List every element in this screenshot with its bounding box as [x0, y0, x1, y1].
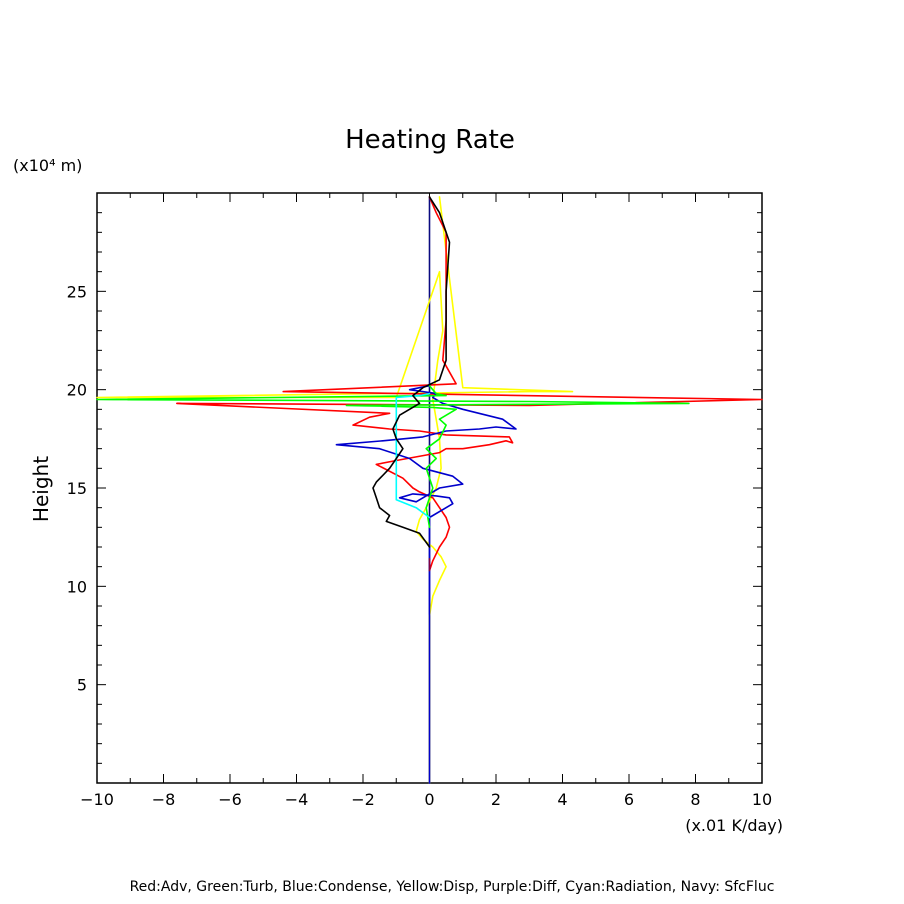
y-tick-label: 25	[67, 282, 87, 301]
x-tick-label: 10	[752, 790, 772, 809]
series-group	[96, 196, 763, 784]
series-line-4	[96, 384, 690, 529]
tick-labels-group: −10 −8 −6 −4 −2 0 2 4 6 8 10 5 10 15 20 25	[67, 282, 773, 809]
y-tick-label: 10	[67, 577, 87, 596]
x-axis-unit: (x.01 K/day)	[685, 816, 783, 835]
legend-caption: Red:Adv, Green:Turb, Blue:Condense, Yell…	[130, 879, 775, 895]
chart-title: Heating Rate	[345, 125, 515, 155]
x-tick-label: −10	[80, 790, 114, 809]
x-tick-label: 2	[491, 790, 501, 809]
x-tick-label: 0	[424, 790, 434, 809]
series-line-3	[335, 384, 517, 784]
x-tick-label: 8	[690, 790, 700, 809]
series-line-5	[395, 392, 431, 519]
y-axis-label: Height	[29, 456, 53, 522]
series-line-2	[176, 196, 763, 572]
series-line-1	[96, 196, 574, 784]
x-tick-label: −8	[152, 790, 176, 809]
x-tick-label: 4	[557, 790, 567, 809]
x-tick-label: 6	[624, 790, 634, 809]
x-tick-label: −2	[351, 790, 375, 809]
y-tick-label: 5	[77, 676, 87, 695]
series-line-6	[372, 196, 451, 548]
y-tick-label: 15	[67, 479, 87, 498]
y-tick-label: 20	[67, 381, 87, 400]
x-tick-label: −6	[218, 790, 242, 809]
x-tick-label: −4	[285, 790, 309, 809]
y-axis-unit: (x10⁴ m)	[13, 156, 82, 175]
